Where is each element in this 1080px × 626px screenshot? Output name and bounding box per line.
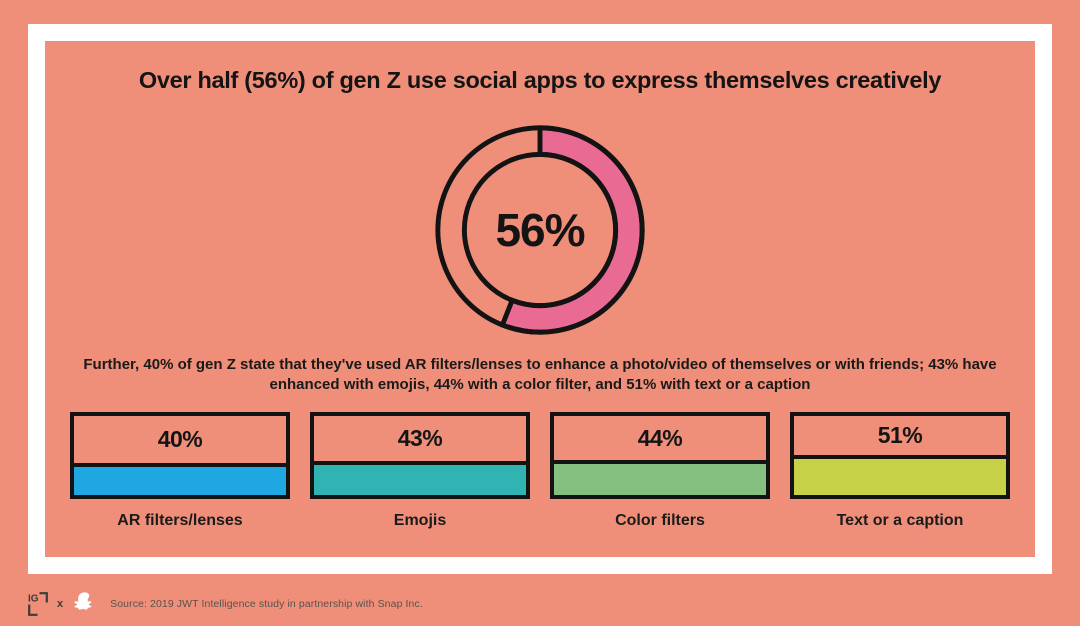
bar-fill xyxy=(74,463,286,495)
white-frame: Over half (56%) of gen Z use social apps… xyxy=(28,24,1052,574)
bar-card-box: 43% xyxy=(310,412,530,499)
bar-card-emojis: 43% Emojis xyxy=(310,412,530,530)
donut-outer-ring xyxy=(435,125,645,335)
subtitle-text: Further, 40% of gen Z state that they've… xyxy=(83,356,997,393)
bar-card-box: 40% xyxy=(70,412,290,499)
bar-value-label: 40% xyxy=(157,426,203,453)
bar-card-text-caption: 51% Text or a caption xyxy=(790,412,1010,530)
ig-brand-logo: IG xyxy=(28,592,48,616)
bar-category-label: Color filters xyxy=(615,512,705,529)
snapchat-ghost-icon xyxy=(74,592,92,610)
bar-category-label: Text or a caption xyxy=(836,512,964,529)
footer: IG x Source: 2019 JWT Intelligence study… xyxy=(28,587,423,621)
bar-fill xyxy=(794,454,1006,495)
collab-x-separator: x xyxy=(57,598,64,610)
page-title: Over half (56%) of gen Z use social apps… xyxy=(138,67,942,93)
bar-card-ar-filters: 40% AR filters/lenses xyxy=(70,412,290,530)
bar-card-color-filters: 44% Color filters xyxy=(550,412,770,530)
donut-chart: 56% xyxy=(429,119,651,341)
bar-value-label: 43% xyxy=(397,425,443,452)
bar-cards-row: 40% AR filters/lenses 43% Emojis 44% Col… xyxy=(45,412,1035,530)
ig-logo-bracket-top-right xyxy=(39,592,48,603)
bar-fill xyxy=(314,461,526,495)
bar-category-label: Emojis xyxy=(393,512,447,529)
donut-svg xyxy=(435,125,645,335)
donut-inner-ring xyxy=(461,151,619,309)
source-attribution: Source: 2019 JWT Intelligence study in p… xyxy=(110,598,423,610)
bar-value-label: 51% xyxy=(877,421,923,448)
ig-logo-text: IG xyxy=(28,594,39,605)
donut-center-label: 56% xyxy=(495,204,585,256)
bar-card-box: 51% xyxy=(790,412,1010,499)
bar-fill xyxy=(554,460,766,495)
bar-category-label: AR filters/lenses xyxy=(117,512,243,529)
ig-logo-bracket-bottom-left xyxy=(28,604,38,616)
bar-value-label: 44% xyxy=(637,424,683,451)
bar-card-box: 44% xyxy=(550,412,770,499)
